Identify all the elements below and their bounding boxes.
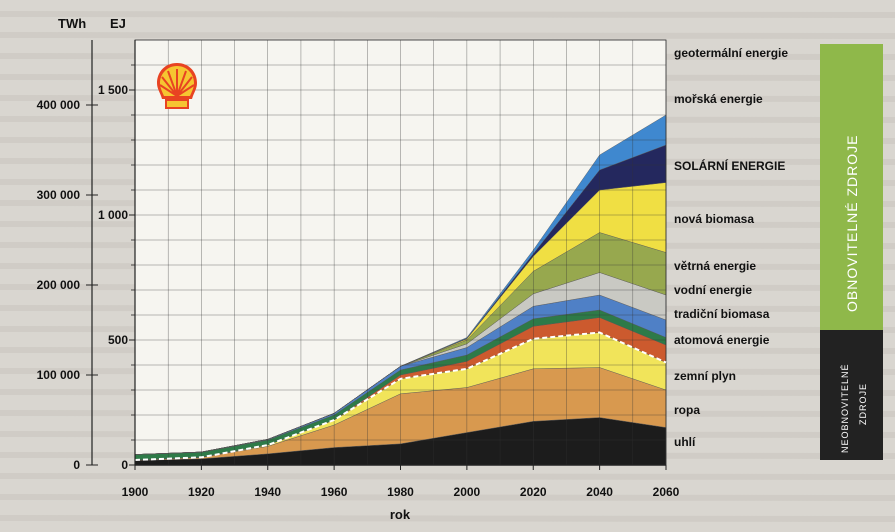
nonrenewable-group-box xyxy=(820,330,883,460)
legend-label: mořská energie xyxy=(674,92,763,106)
twh-tick-label: 300 000 xyxy=(37,188,81,202)
ej-tick-label: 0 xyxy=(121,458,128,472)
legend-label: vodní energie xyxy=(674,283,752,297)
legend-label: větrná energie xyxy=(674,259,756,273)
x-tick-label: 2000 xyxy=(454,485,481,499)
ej-tick-label: 500 xyxy=(108,333,128,347)
ej-tick-label: 1 500 xyxy=(98,83,128,97)
legend-label: zemní plyn xyxy=(674,369,736,383)
right-axis-unit: EJ xyxy=(110,16,126,31)
nonrenewable-group-label-line1: NEOBNOVITELNÉ xyxy=(840,363,850,453)
legend-label: nová biomasa xyxy=(674,212,754,226)
twh-tick-label: 200 000 xyxy=(37,278,81,292)
x-axis-title: rok xyxy=(390,507,411,522)
x-tick-label: 2020 xyxy=(520,485,547,499)
renewable-group-box xyxy=(820,44,883,330)
x-tick-label: 1940 xyxy=(254,485,281,499)
shell-logo xyxy=(157,63,197,109)
x-tick-label: 1920 xyxy=(188,485,215,499)
fossil-renewable-boundary xyxy=(134,331,667,461)
legend-label: SOLÁRNÍ ENERGIE xyxy=(674,158,785,173)
legend: geotermální energie mořská energie SOLÁRNÍ… xyxy=(674,46,788,449)
axes: 1900 1920 1940 1960 1980 2000 2020 2040 2060 0 100… xyxy=(37,64,680,499)
x-tick-label: 1980 xyxy=(387,485,414,499)
x-tick-label: 2040 xyxy=(586,485,613,499)
x-tick-label: 1960 xyxy=(321,485,348,499)
legend-label: geotermální energie xyxy=(674,46,788,60)
legend-label: uhlí xyxy=(674,435,696,449)
nonrenewable-group-label-line2: ZDROJE xyxy=(858,383,868,425)
legend-label: atomová energie xyxy=(674,333,770,347)
twh-tick-label: 0 xyxy=(73,458,80,472)
twh-tick-label: 400 000 xyxy=(37,98,81,112)
legend-label: ropa xyxy=(674,403,700,417)
x-tick-label: 1900 xyxy=(122,485,149,499)
legend-label: tradiční biomasa xyxy=(674,307,770,321)
renewable-group-label: OBNOVITELNÉ ZDROJE xyxy=(844,135,860,312)
left-axis-unit: TWh xyxy=(58,16,86,31)
x-tick-label: 2060 xyxy=(653,485,680,499)
ej-tick-label: 1 000 xyxy=(98,208,128,222)
twh-tick-label: 100 000 xyxy=(37,368,81,382)
